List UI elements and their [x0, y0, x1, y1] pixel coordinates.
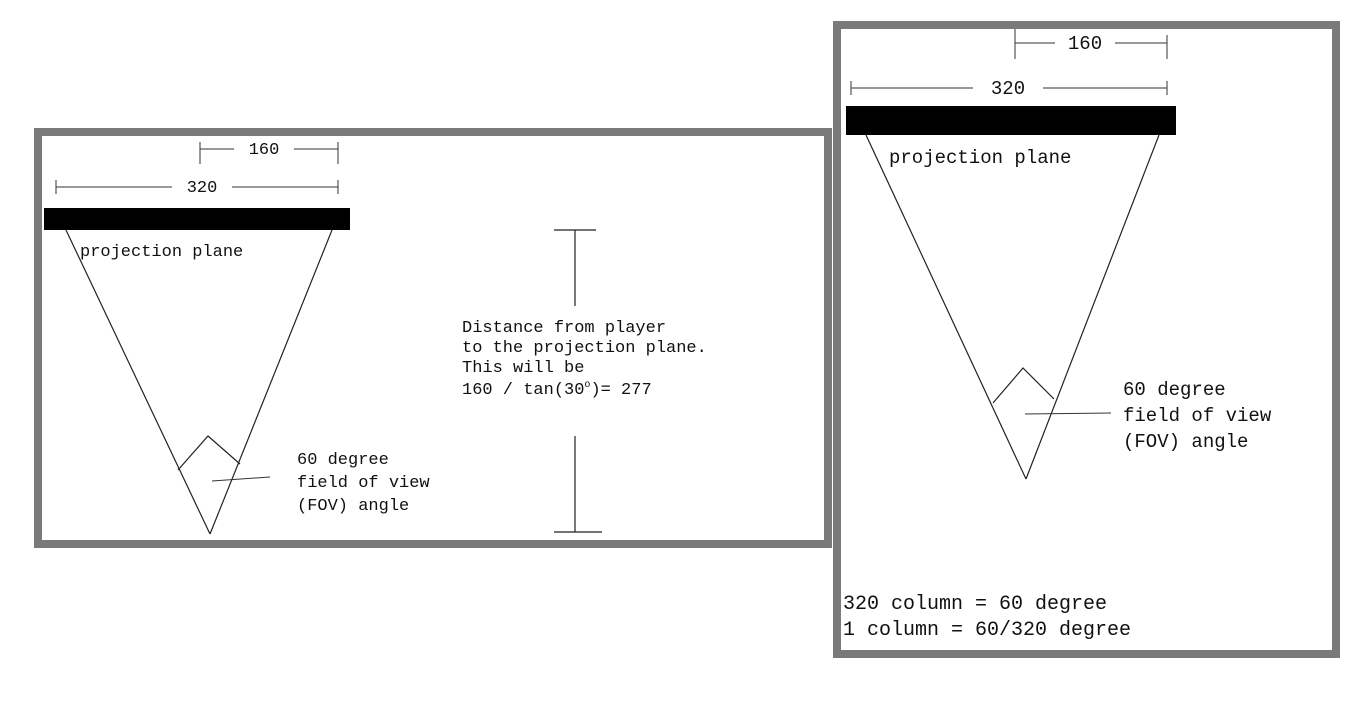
footer-line1: 320 column = 60 degree	[843, 593, 1107, 616]
distance-label-line2: to the projection plane.	[462, 339, 707, 358]
projection-plane-bar	[44, 208, 350, 230]
full-width-dimension: 320	[55, 179, 339, 198]
fov-triangle	[65, 229, 333, 535]
half-width-label: 160	[1068, 33, 1102, 55]
degree-superscript: o	[584, 380, 590, 391]
right-diagram-panel: 160 320 projection plane 60 degree field…	[833, 21, 1340, 658]
distance-formula-suffix: )= 277	[590, 381, 651, 400]
distance-formula-prefix: 160 / tan(30	[462, 381, 584, 400]
fov-label-line1: 60 degree	[297, 451, 389, 470]
distance-label-line1: Distance from player	[462, 319, 666, 338]
full-width-label: 320	[187, 179, 218, 198]
full-width-label: 320	[991, 78, 1025, 100]
left-diagram-panel: 160 320 projection plane 60 degree field…	[34, 128, 832, 548]
fov-label-line3: (FOV) angle	[1123, 431, 1248, 453]
left-diagram: 160 320 projection plane 60 degree field…	[44, 141, 707, 535]
fov-label-line2: field of view	[297, 474, 430, 493]
full-width-dimension: 320	[850, 78, 1168, 100]
fov-label-line3: (FOV) angle	[297, 497, 409, 516]
distance-dimension	[554, 229, 602, 533]
distance-label-line3: This will be	[462, 359, 584, 378]
fov-label-line1: 60 degree	[1123, 379, 1226, 401]
footer-line2: 1 column = 60/320 degree	[843, 619, 1131, 642]
right-diagram: 160 320 projection plane 60 degree field…	[843, 29, 1272, 642]
half-width-label: 160	[249, 141, 280, 160]
half-width-dimension: 160	[1014, 29, 1168, 59]
projection-plane-label: projection plane	[889, 147, 1071, 169]
fov-label-line2: field of view	[1123, 405, 1272, 427]
fov-triangle	[865, 134, 1160, 480]
projection-plane-bar	[846, 106, 1176, 135]
half-width-dimension: 160	[199, 141, 339, 164]
distance-label-line4: 160 / tan(30o)= 277	[462, 380, 652, 400]
projection-plane-label: projection plane	[80, 243, 243, 262]
